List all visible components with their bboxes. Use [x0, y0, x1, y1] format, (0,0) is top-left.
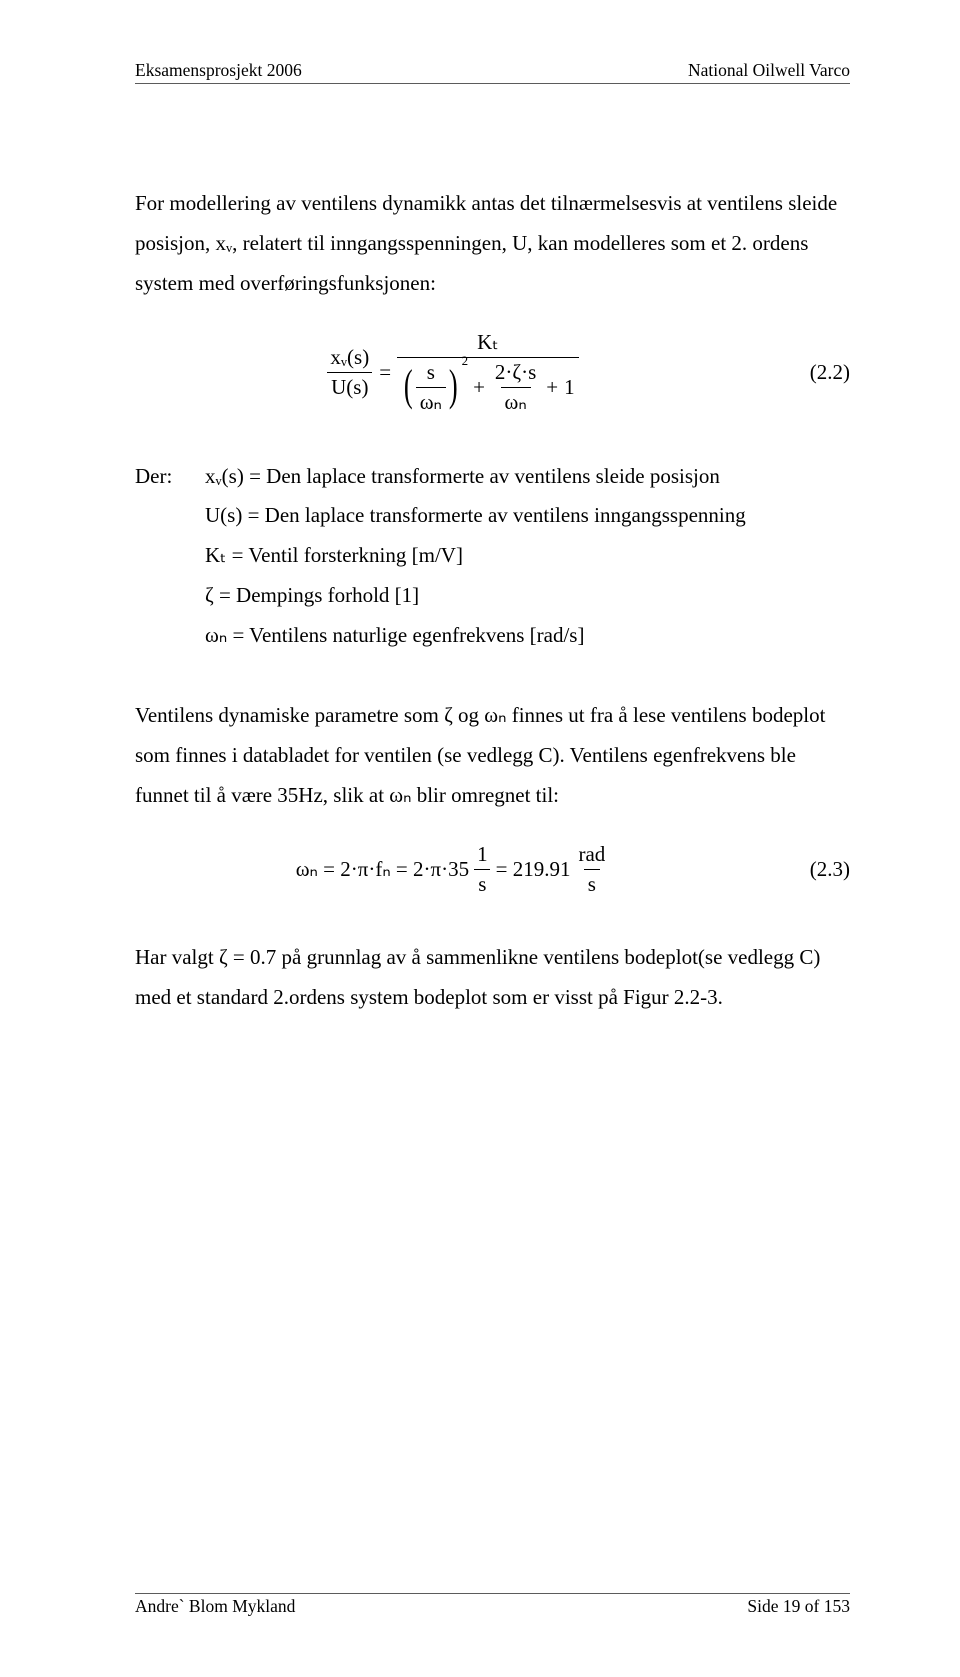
eq22-equals: =	[379, 353, 391, 393]
eq22-s-over-wn: s ωₙ	[416, 359, 446, 417]
eq23-mid-den: s	[474, 869, 490, 898]
def-item: ζ = Dempings forhold [1]	[205, 576, 746, 616]
eq22-lhs-num: xᵥ(s)	[326, 344, 373, 372]
eq22-rhs-fraction: Kₜ ( s ωₙ )	[397, 329, 579, 417]
equation-2-3-body: ωₙ = 2·π·fₙ = 2·π·35 1 s = 219.91 rad s	[135, 841, 770, 899]
eq22-t2-den: ωₙ	[501, 387, 531, 416]
rparen-icon: )	[449, 364, 458, 408]
eq22-plus-1: +	[473, 374, 485, 401]
eq22-plus-2: +	[546, 374, 558, 401]
eq22-one: 1	[564, 374, 575, 401]
eq22-rhs-den: ( s ωₙ ) 2 +	[397, 357, 579, 417]
definitions-block: Der: xᵥ(s) = Den laplace transformerte a…	[135, 457, 850, 656]
eq22-lhs-den: U(s)	[327, 372, 372, 401]
footer-right: Side 19 of 153	[747, 1596, 850, 1617]
header-left: Eksamensprosjekt 2006	[135, 60, 302, 81]
paragraph-zeta: Har valgt ζ = 0.7 på grunnlag av å samme…	[135, 938, 850, 1018]
lparen-icon: (	[404, 364, 413, 408]
equation-2-2-number: (2.2)	[770, 353, 850, 393]
eq22-rhs-num: Kₜ	[473, 329, 502, 357]
eq22-t1-num: s	[423, 359, 439, 387]
def-item: xᵥ(s) = Den laplace transformerte av ven…	[205, 457, 746, 497]
eq22-squared-term: ( s ωₙ ) 2	[401, 359, 467, 417]
eq23-1-over-s: 1 s	[473, 841, 492, 899]
equation-2-2: xᵥ(s) U(s) = Kₜ ( s ω	[135, 329, 850, 417]
paragraph-intro: For modellering av ventilens dynamikk an…	[135, 184, 850, 304]
definitions-label: Der:	[135, 457, 205, 497]
paragraph-params: Ventilens dynamiske parametre som ζ og ω…	[135, 696, 850, 816]
eq23-value: = 219.91	[496, 850, 571, 890]
definitions-list: xᵥ(s) = Den laplace transformerte av ven…	[205, 457, 746, 656]
eq22-t2-num: 2·ζ·s	[491, 359, 540, 387]
eq22-2zs-over-wn: 2·ζ·s ωₙ	[491, 359, 540, 417]
def-item: U(s) = Den laplace transformerte av vent…	[205, 496, 746, 536]
page-footer: Andre` Blom Mykland Side 19 of 153	[135, 1593, 850, 1617]
eq22-lhs-fraction: xᵥ(s) U(s)	[326, 344, 373, 402]
page-header: Eksamensprosjekt 2006 National Oilwell V…	[135, 60, 850, 84]
def-item: Kₜ = Ventil forsterkning [m/V]	[205, 536, 746, 576]
eq23-mid-num: 1	[473, 841, 492, 869]
eq22-t1-den: ωₙ	[416, 387, 446, 416]
eq23-pre: ωₙ = 2·π·fₙ = 2·π·35	[296, 850, 469, 890]
def-item: ωₙ = Ventilens naturlige egenfrekvens [r…	[205, 616, 746, 656]
eq23-rad-over-s: rad s	[574, 841, 609, 899]
equation-2-3-number: (2.3)	[770, 850, 850, 890]
eq22-exponent: 2	[462, 353, 469, 370]
equation-2-2-body: xᵥ(s) U(s) = Kₜ ( s ω	[135, 329, 770, 417]
eq23-unit-den: s	[584, 869, 600, 898]
eq23-unit-num: rad	[574, 841, 609, 869]
equation-2-3: ωₙ = 2·π·fₙ = 2·π·35 1 s = 219.91 rad s …	[135, 841, 850, 899]
page: Eksamensprosjekt 2006 National Oilwell V…	[0, 0, 960, 1677]
header-right: National Oilwell Varco	[688, 60, 850, 81]
footer-left: Andre` Blom Mykland	[135, 1596, 295, 1617]
